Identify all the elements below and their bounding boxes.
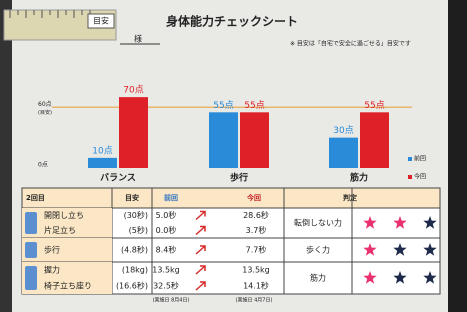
item-name: 片足立ち [44, 225, 76, 235]
item-target: (4.8秒) [121, 245, 148, 255]
item-target: (30秒) [124, 210, 148, 220]
current-value: 13.5kg [242, 266, 270, 275]
reference-note: (目安) [38, 109, 52, 116]
item-name: 歩行 [44, 245, 60, 255]
item-name: 握力 [44, 265, 60, 275]
current-value: 14.1秒 [243, 281, 269, 291]
bar [119, 97, 148, 168]
header-bg [22, 188, 440, 208]
item-target: (5秒) [129, 225, 148, 235]
previous-value: 13.5kg [152, 266, 180, 275]
note: ※ 目安は「自宅で安全に過ごせる」目安です [290, 40, 411, 48]
value-label: 55点 [244, 100, 264, 111]
y-tick-label: 60点 [38, 100, 52, 108]
previous-value: 8.4秒 [156, 245, 177, 255]
header-cell: 前回 [164, 193, 178, 202]
value-label: 70点 [123, 85, 143, 96]
item-name: 開閉し立ち [44, 210, 84, 220]
category-label: 歩行 [230, 172, 248, 184]
bar [240, 112, 269, 168]
icon [25, 266, 37, 290]
icon [25, 212, 37, 234]
value-label: 55点 [213, 100, 233, 111]
page: 目安 身体能力チェックシート 様 ※ 目安は「自宅で安全に過ごせる」目安です 0… [0, 0, 467, 312]
value-label: 55点 [364, 100, 384, 111]
name-suffix: 様 [134, 34, 142, 44]
header-cell: 今回 [246, 193, 261, 202]
judgement: 筋力 [310, 273, 326, 283]
bar [88, 158, 117, 168]
legend-label: 今回 [414, 173, 426, 181]
date: (実施日 4月7日) [236, 297, 273, 304]
date: (実施日 8月4日) [153, 297, 190, 304]
value-label: 30点 [333, 125, 353, 136]
legend-swatch [408, 157, 412, 161]
current-value: 7.7秒 [246, 245, 267, 255]
background-edge [448, 0, 467, 312]
title: 身体能力チェックシート [166, 14, 298, 29]
judgement: 転倒しない力 [294, 218, 342, 228]
bar [360, 112, 389, 168]
y-tick-label: 0点 [38, 161, 48, 169]
item-name: 椅子立ち座り [44, 281, 92, 291]
ruler-label: 目安 [93, 16, 109, 26]
previous-value: 5.0秒 [156, 210, 177, 220]
header-cell: 目安 [125, 193, 139, 202]
item-target: (18kg) [122, 266, 148, 275]
judgement: 歩く力 [306, 245, 330, 255]
item-target: (16.6秒) [116, 281, 148, 291]
current-value: 3.7秒 [246, 225, 267, 235]
category-label: バランス [100, 173, 136, 184]
background-edge [0, 0, 12, 312]
bar [329, 138, 358, 168]
icon [25, 242, 37, 258]
bar [209, 112, 238, 168]
legend-swatch [408, 175, 412, 179]
previous-value: 32.5秒 [153, 281, 179, 291]
category-label: 筋力 [349, 172, 368, 184]
previous-value: 0.0秒 [156, 225, 177, 235]
current-value: 28.6秒 [243, 210, 269, 220]
header-cell: 2回目 [26, 193, 45, 202]
value-label: 10点 [92, 145, 112, 156]
legend-label: 前回 [414, 155, 426, 163]
header-cell: 判定 [343, 193, 357, 202]
